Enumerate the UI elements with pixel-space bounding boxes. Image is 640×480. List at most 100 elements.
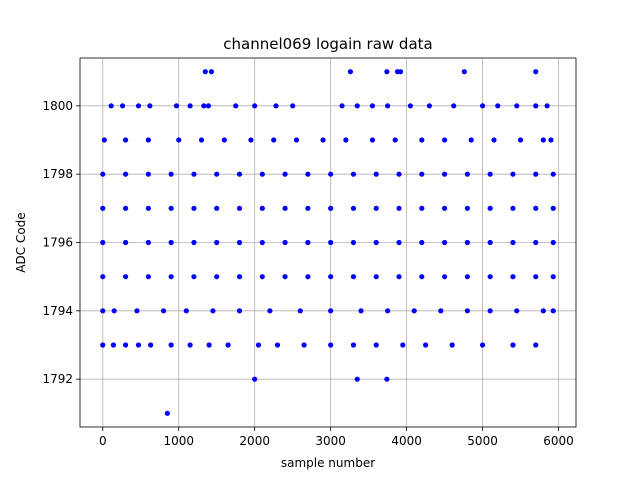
data-point — [423, 342, 429, 348]
y-tick-label: 1800 — [42, 99, 73, 113]
data-point — [385, 103, 391, 109]
data-point — [214, 205, 220, 211]
data-point — [236, 171, 243, 177]
data-point — [550, 205, 556, 211]
data-point — [233, 103, 239, 109]
data-point — [449, 342, 455, 348]
data-point — [441, 274, 448, 280]
data-point — [205, 103, 211, 109]
data-point — [145, 274, 151, 280]
data-point — [273, 103, 279, 109]
data-point — [290, 103, 296, 109]
data-point — [396, 205, 402, 211]
data-point — [305, 274, 311, 280]
data-point — [397, 69, 404, 75]
data-point — [350, 239, 357, 246]
data-point — [441, 171, 448, 177]
data-point — [533, 342, 539, 348]
data-point — [320, 137, 326, 143]
data-point — [533, 103, 539, 109]
data-point — [135, 103, 142, 109]
data-point — [100, 239, 106, 246]
data-point — [479, 342, 486, 348]
x-tick-label: 6000 — [543, 434, 574, 448]
data-point — [168, 239, 174, 246]
data-point — [148, 342, 154, 348]
data-point — [328, 274, 334, 280]
data-point — [350, 205, 357, 211]
data-point — [252, 103, 258, 109]
data-point — [122, 239, 129, 246]
data-point — [411, 308, 417, 314]
data-point — [160, 308, 167, 314]
data-point — [464, 274, 470, 280]
data-point — [550, 171, 556, 177]
data-point — [259, 239, 265, 246]
data-point — [487, 239, 493, 246]
data-point — [373, 205, 379, 211]
data-point — [468, 137, 474, 143]
x-tick-label: 0 — [99, 434, 107, 448]
data-point — [464, 239, 470, 246]
data-point — [464, 205, 470, 211]
data-point — [540, 137, 546, 143]
data-point — [396, 171, 402, 177]
data-point — [358, 308, 364, 314]
axis-ticks: 0 1000 2000 3000 4000 5000 6000 1792 1794 1796 179… — [42, 99, 573, 448]
data-point — [347, 69, 354, 75]
data-point — [191, 274, 197, 280]
data-point — [100, 342, 106, 348]
data-point — [426, 103, 433, 109]
data-point — [510, 342, 516, 348]
data-point — [122, 137, 129, 143]
x-tick-label: 4000 — [391, 434, 422, 448]
data-point — [441, 137, 448, 143]
data-point — [495, 103, 501, 109]
data-point — [396, 274, 402, 280]
data-point — [100, 308, 106, 314]
data-point — [271, 137, 277, 143]
data-point — [419, 171, 425, 177]
data-point — [183, 308, 189, 314]
data-point — [419, 205, 425, 211]
data-point — [550, 308, 556, 314]
data-point — [214, 171, 220, 177]
x-tick-label: 1000 — [163, 434, 194, 448]
x-tick-label: 2000 — [239, 434, 270, 448]
data-point — [274, 342, 281, 348]
data-point — [187, 342, 193, 348]
data-point — [191, 205, 197, 211]
data-point — [282, 171, 288, 177]
data-point — [350, 171, 357, 177]
data-point — [301, 342, 307, 348]
data-point — [122, 342, 129, 348]
data-point — [168, 205, 174, 211]
data-point — [111, 308, 117, 314]
data-point — [305, 239, 311, 246]
chart-title: channel069 logain raw data — [223, 35, 432, 53]
data-point — [259, 274, 265, 280]
data-point — [206, 342, 212, 348]
x-tick-label: 3000 — [315, 434, 346, 448]
data-point — [419, 137, 425, 143]
data-point — [373, 342, 379, 348]
data-point — [328, 308, 334, 314]
data-point — [187, 103, 193, 109]
data-point — [548, 137, 554, 143]
data-point — [214, 274, 220, 280]
data-point — [350, 274, 357, 280]
data-point — [385, 308, 391, 314]
y-tick-label: 1796 — [42, 236, 73, 250]
data-point — [305, 205, 311, 211]
data-point — [147, 103, 153, 109]
data-point — [293, 137, 300, 143]
y-tick-label: 1792 — [42, 372, 73, 386]
data-point — [100, 274, 106, 280]
data-point — [236, 308, 243, 314]
data-point — [354, 376, 360, 382]
data-point — [119, 103, 126, 109]
data-point — [201, 103, 207, 109]
data-point — [479, 103, 486, 109]
data-point — [514, 103, 520, 109]
